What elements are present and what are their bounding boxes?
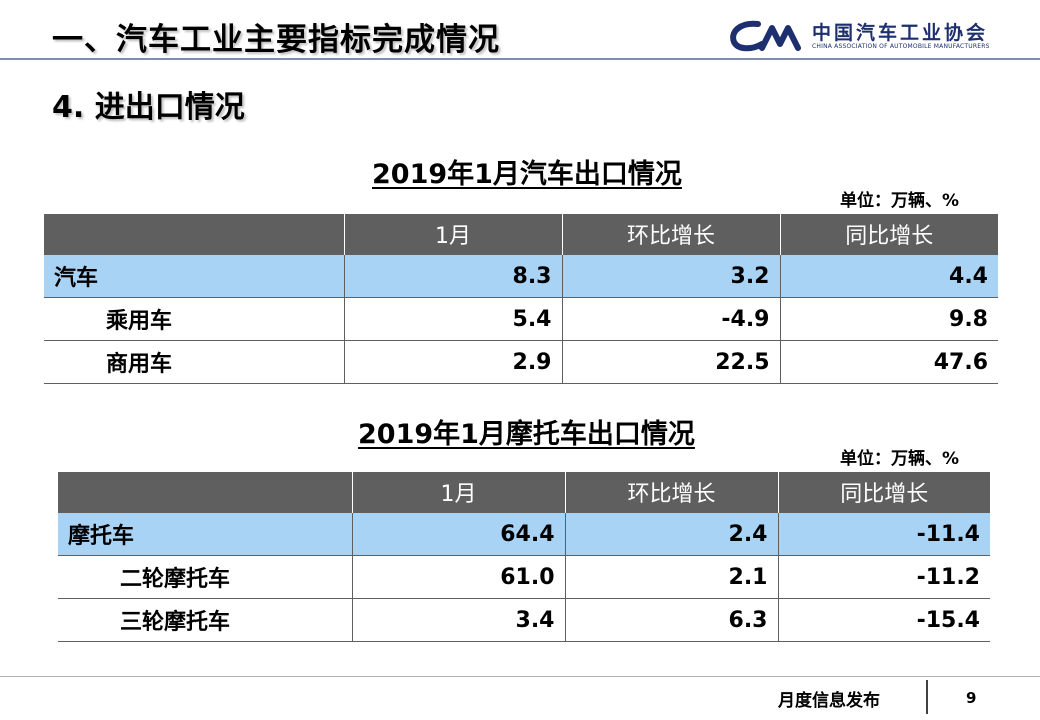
- table-row: 摩托车 64.4 2.4 -11.4: [58, 512, 990, 556]
- header-cell-mom: 环比增长: [561, 214, 780, 255]
- header-divider: [0, 58, 1040, 60]
- cell-jan: 3.4: [351, 598, 565, 642]
- cell-jan: 5.4: [343, 297, 562, 341]
- cell-yoy: 9.8: [779, 297, 998, 341]
- logo-chinese-name: 中国汽车工业协会: [812, 22, 989, 44]
- table-header-row: 1月 环比增长 同比增长: [58, 472, 990, 513]
- cell-mom: 2.1: [564, 555, 778, 599]
- auto-export-table: 1月 环比增长 同比增长 汽车 8.3 3.2 4.4 乘用车 5.4 -4.9…: [44, 214, 998, 384]
- section-title: 4. 进出口情况: [52, 90, 245, 125]
- header-cell-yoy: 同比增长: [779, 214, 998, 255]
- table-row: 商用车 2.9 22.5 47.6: [44, 340, 998, 384]
- table-row: 二轮摩托车 61.0 2.1 -11.2: [58, 555, 990, 599]
- table-row: 三轮摩托车 3.4 6.3 -15.4: [58, 598, 990, 642]
- header-cell-jan: 1月: [351, 472, 565, 513]
- row-label: 商用车: [44, 340, 344, 384]
- cell-jan: 8.3: [343, 254, 562, 298]
- cell-jan: 2.9: [343, 340, 562, 384]
- header-cell-mom: 环比增长: [564, 472, 778, 513]
- page-number: 9: [966, 689, 977, 707]
- header-cell-yoy: 同比增长: [777, 472, 990, 513]
- header-cell: [58, 472, 352, 513]
- cell-yoy: -11.2: [777, 555, 990, 599]
- row-label: 二轮摩托车: [58, 555, 352, 599]
- row-label: 摩托车: [58, 512, 352, 556]
- row-label: 乘用车: [44, 297, 344, 341]
- cell-yoy: 47.6: [779, 340, 998, 384]
- caam-logo-icon: [730, 20, 801, 52]
- moto-table-title: 2019年1月摩托车出口情况: [358, 419, 695, 450]
- cell-yoy: -11.4: [777, 512, 990, 556]
- cell-yoy: 4.4: [779, 254, 998, 298]
- auto-table-unit: 单位：万辆、%: [840, 191, 960, 211]
- page-header-title: 一、汽车工业主要指标完成情况: [52, 22, 500, 58]
- cell-mom: 22.5: [561, 340, 780, 384]
- cell-jan: 64.4: [351, 512, 565, 556]
- row-label: 汽车: [44, 254, 344, 298]
- cell-mom: -4.9: [561, 297, 780, 341]
- header-cell-jan: 1月: [343, 214, 562, 255]
- footer-label: 月度信息发布: [778, 691, 880, 711]
- cell-yoy: -15.4: [777, 598, 990, 642]
- moto-table-unit: 单位：万辆、%: [840, 449, 960, 469]
- moto-export-table: 1月 环比增长 同比增长 摩托车 64.4 2.4 -11.4 二轮摩托车 61…: [58, 472, 990, 642]
- header-cell: [44, 214, 344, 255]
- table-row: 汽车 8.3 3.2 4.4: [44, 254, 998, 298]
- cell-jan: 61.0: [351, 555, 565, 599]
- cell-mom: 3.2: [561, 254, 780, 298]
- row-label: 三轮摩托车: [58, 598, 352, 642]
- cell-mom: 6.3: [564, 598, 778, 642]
- footer-divider: [0, 676, 1040, 677]
- footer-separator: [926, 680, 928, 714]
- caam-logo: 中国汽车工业协会 CHINA ASSOCIATION OF AUTOMOBILE…: [728, 16, 1018, 56]
- table-row: 乘用车 5.4 -4.9 9.8: [44, 297, 998, 341]
- auto-table-title: 2019年1月汽车出口情况: [372, 159, 682, 190]
- cell-mom: 2.4: [564, 512, 778, 556]
- logo-english-name: CHINA ASSOCIATION OF AUTOMOBILE MANUFACT…: [812, 43, 990, 50]
- table-header-row: 1月 环比增长 同比增长: [44, 214, 998, 255]
